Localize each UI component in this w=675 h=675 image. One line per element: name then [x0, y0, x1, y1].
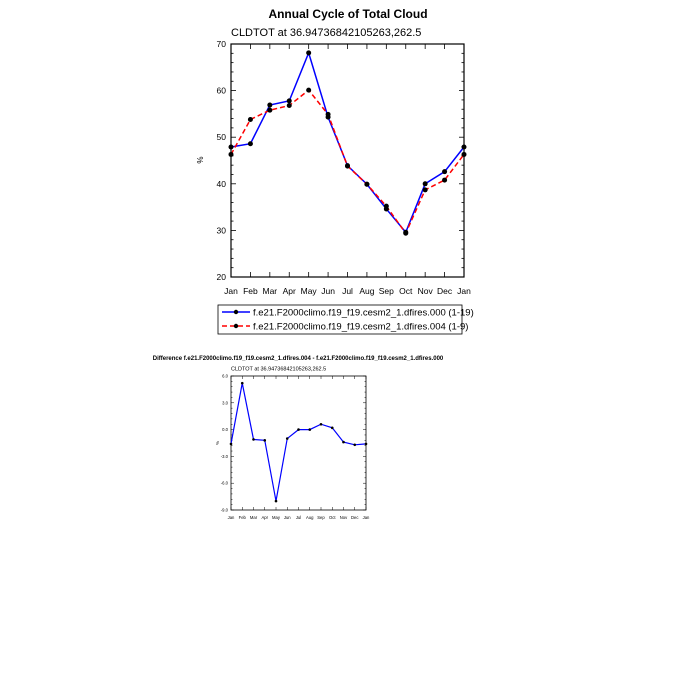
- chart2-series-1-point: [252, 438, 255, 441]
- chart1-series-1-point: [461, 144, 467, 150]
- chart1-series-1-point: [247, 141, 253, 147]
- chart1-series-1-point: [442, 169, 448, 175]
- chart1-xtick-label: Jun: [321, 286, 335, 296]
- chart1-xtick-label: May: [301, 286, 318, 296]
- chart1-ytick-label: 50: [217, 132, 227, 142]
- chart1-xtick-label: Aug: [359, 286, 374, 296]
- chart2-xtick-label: Mar: [250, 515, 258, 520]
- chart2-series-1-point: [229, 442, 233, 446]
- legend-marker-series-2: [233, 323, 239, 329]
- chart2-xtick-label: Jun: [284, 515, 291, 520]
- chart2-xtick-label: Apr: [261, 515, 268, 520]
- chart1-series-2-point: [345, 163, 350, 169]
- chart2-xtick-label: Nov: [340, 515, 348, 520]
- chart2-series-1-point: [319, 422, 323, 426]
- chart1-ytick-label: 40: [217, 179, 227, 189]
- chart1-ytick-label: 20: [217, 272, 227, 282]
- chart1-series-1-point: [228, 144, 234, 150]
- chart1-series-2-point: [442, 177, 448, 183]
- chart1-series-1-point: [267, 102, 273, 108]
- chart2-series-1-point: [353, 443, 357, 447]
- chart2-series-1-point: [274, 499, 278, 503]
- chart1-xtick-label: Jan: [457, 286, 471, 296]
- chart2-xtick-label: Jan: [363, 515, 370, 520]
- chart2-series-1-point: [330, 426, 334, 430]
- chart1-xtick-label: Jan: [224, 286, 238, 296]
- chart2-ytick-label: -9.0: [221, 507, 229, 512]
- chart1-series-2-point: [306, 87, 312, 93]
- chart1-series-2-point: [383, 203, 389, 209]
- chart1-xtick-label: Oct: [399, 286, 413, 296]
- legend-box: [217, 304, 463, 335]
- chart1-xtick-label: Mar: [263, 286, 278, 296]
- chart2-subtitle: CLDTOT at 36.94736842105263,262.5: [231, 367, 326, 373]
- legend-marker-series-1: [233, 309, 239, 315]
- chart1-series-2-point: [461, 151, 467, 157]
- chart1-xtick-label: Dec: [437, 286, 453, 296]
- legend-label-series-2: f.e21.F2000climo.f19_f19.cesm2_1.dfires.…: [253, 322, 468, 333]
- chart2-xtick-label: Dec: [351, 515, 358, 520]
- chart1-series-2-point: [247, 116, 253, 122]
- chart1-series-2-line: [230, 89, 465, 235]
- chart1-subtitle: CLDTOT at 36.94736842105263,262.5: [231, 27, 421, 39]
- chart2-series-1-point: [342, 440, 345, 444]
- chart1-frame: [230, 43, 465, 278]
- chart1-series-2-point: [325, 111, 331, 117]
- chart1-series-2-point: [403, 230, 409, 236]
- chart1-series-2-point: [228, 151, 234, 157]
- chart2-ytick-label: 6.0: [222, 373, 228, 378]
- chart2-plot: -9.0 -6.0 -3.0 0.0 3.0 6.0 Jan Feb Mar Apr May Jun J…: [221, 373, 370, 520]
- chart1-title: Annual Cycle of Total Cloud: [268, 7, 427, 21]
- chart1-legend: f.e21.F2000climo.f19_f19.cesm2_1.dfires.…: [217, 304, 474, 335]
- chart1-xtick-label: Feb: [243, 286, 258, 296]
- chart1-ytick-label: 70: [217, 39, 227, 49]
- chart1-xtick-label: Apr: [283, 286, 296, 296]
- chart1-series-2-point: [364, 181, 370, 187]
- chart2-ytick-label: 0.0: [222, 427, 228, 432]
- chart1-xtick-label: Jul: [342, 286, 353, 296]
- chart1-xtick-label: Nov: [418, 286, 434, 296]
- chart2-series-1-point: [297, 428, 300, 431]
- chart1-series-2-point: [422, 187, 428, 193]
- chart2-ytick-label: -6.0: [221, 481, 229, 486]
- chart1-series-2-point: [286, 103, 292, 109]
- chart1-plot: 20 30 40 50 60 70 Jan Feb Mar Apr May Jun Jul Aug Sep O…: [217, 39, 472, 296]
- chart1-series-1-point: [306, 50, 312, 56]
- chart2-series-1-point: [240, 381, 244, 385]
- legend-label-series-1: f.e21.F2000climo.f19_f19.cesm2_1.dfires.…: [253, 308, 474, 319]
- chart2-xtick-label: Sep: [317, 515, 325, 520]
- chart2-xtick-label: Jan: [228, 515, 235, 520]
- chart1-ytick-label: 30: [217, 225, 227, 235]
- chart2-ylabel: %: [215, 441, 220, 445]
- chart2-xtick-label: Feb: [239, 515, 247, 520]
- chart2-xtick-label: Jul: [296, 515, 301, 520]
- chart2-series-1-point: [308, 428, 312, 431]
- chart1-ytick-label: 60: [217, 86, 227, 96]
- chart2-series-1-point: [263, 439, 267, 442]
- chart2-ytick-label: -3.0: [221, 454, 229, 459]
- chart2-xtick-label: Aug: [306, 515, 314, 520]
- chart1-xtick-label: Sep: [379, 286, 394, 296]
- chart1-series-2-point: [267, 107, 273, 113]
- chart2-series-1-line: [230, 383, 367, 502]
- chart2-series-1-point: [364, 442, 368, 446]
- chart2-series-1-point: [285, 437, 289, 440]
- chart2-ytick-label: 3.0: [222, 400, 228, 405]
- chart1-series-1-point: [422, 181, 428, 187]
- chart2-xtick-label: May: [272, 515, 281, 520]
- chart1-ylabel: %: [196, 156, 205, 163]
- chart2-title: Difference f.e21.F2000climo.f19_f19.cesm…: [153, 356, 444, 362]
- chart1-series-1-line: [230, 50, 465, 234]
- chart1-series-1-point: [286, 98, 292, 104]
- chart2-xtick-label: Oct: [329, 515, 336, 520]
